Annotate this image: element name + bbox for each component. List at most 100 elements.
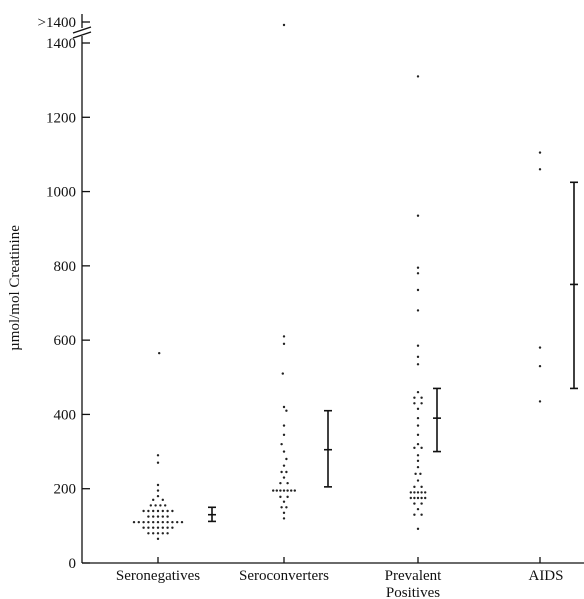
data-point (420, 491, 423, 494)
data-point (149, 504, 152, 507)
data-point (416, 344, 420, 347)
x-category-label: Seronegatives (116, 568, 200, 584)
data-point (171, 520, 174, 524)
data-point (416, 424, 420, 427)
y-ticks: 0 200 400 600 800 1000 1200 1400 (46, 36, 90, 572)
error-bar (433, 387, 441, 453)
data-point (279, 489, 282, 492)
data-point (413, 446, 416, 450)
data-point (147, 509, 150, 513)
data-point (282, 433, 286, 437)
data-point (416, 407, 420, 411)
y-axis-break (72, 26, 92, 39)
data-point (420, 396, 423, 399)
axis-break-mark-1 (72, 31, 92, 39)
y-tick-label: 1400 (46, 36, 76, 52)
data-point (420, 502, 423, 505)
data-point (280, 470, 283, 474)
data-point (419, 472, 422, 476)
data-point (156, 515, 160, 518)
data-point (142, 509, 145, 513)
data-point (424, 491, 427, 494)
data-point (166, 532, 169, 535)
x-category-label: Prevalent (385, 568, 442, 584)
data-point (156, 454, 160, 457)
y-tick-label: 0 (69, 556, 77, 572)
y-tick-label: 400 (54, 407, 77, 423)
data-point (166, 526, 169, 529)
data-point (420, 513, 423, 516)
data-point (286, 489, 289, 492)
data-point (290, 489, 293, 492)
data-point (176, 520, 179, 524)
data-point (282, 23, 286, 27)
data-point (147, 515, 150, 518)
x-axis: Seronegatives Seroconverters PrevalentPosi… (82, 557, 584, 599)
data-point (282, 511, 286, 515)
data-point (416, 214, 420, 217)
data-point (156, 537, 160, 541)
y-tick-label: 1200 (46, 110, 76, 126)
axis-break-mark-2 (72, 26, 92, 34)
data-point (538, 346, 542, 349)
data-point (156, 526, 160, 529)
group-aids (538, 151, 578, 403)
x-category-label: AIDS (528, 568, 563, 584)
data-point (282, 464, 286, 467)
data-point (286, 481, 289, 485)
data-point (420, 496, 423, 500)
data-point (413, 396, 416, 399)
data-point (279, 481, 282, 485)
data-point (413, 502, 416, 505)
data-point (280, 506, 283, 509)
data-point (152, 515, 155, 518)
group-seronegatives (132, 351, 216, 541)
data-point (413, 485, 416, 489)
y-tick-label: 800 (54, 259, 77, 275)
data-point (416, 454, 420, 457)
data-point (147, 526, 150, 529)
error-bar (208, 506, 216, 523)
data-point (152, 509, 155, 513)
data-point (416, 355, 420, 359)
data-point (413, 513, 416, 516)
data-point (416, 496, 420, 500)
data-point (142, 526, 145, 529)
data-point (416, 491, 420, 494)
data-point (420, 446, 423, 450)
data-point (420, 402, 423, 405)
error-bar (570, 181, 578, 390)
data-point (272, 489, 275, 492)
data-point (409, 496, 412, 500)
group-seroconverters (272, 23, 332, 520)
data-point (416, 459, 420, 463)
data-point (293, 489, 296, 492)
data-point (416, 390, 420, 394)
data-point (416, 75, 420, 78)
data-point (416, 433, 420, 437)
data-point (281, 372, 284, 375)
data-point (282, 450, 286, 453)
data-point (414, 472, 417, 476)
data-point (158, 351, 161, 355)
data-point (171, 526, 174, 529)
data-point (282, 405, 286, 409)
data-point (156, 461, 160, 464)
plot-area (132, 23, 578, 541)
data-point (538, 151, 542, 154)
data-point (424, 496, 427, 500)
data-point (282, 335, 286, 338)
data-point (171, 509, 174, 513)
data-point (413, 496, 416, 500)
data-point (282, 424, 286, 427)
data-point (161, 526, 164, 529)
data-point (285, 409, 288, 412)
x-category-label: Seroconverters (239, 568, 329, 584)
data-point (152, 498, 155, 502)
data-point (161, 498, 164, 502)
error-bar (324, 409, 332, 488)
data-point (161, 520, 164, 524)
data-point (282, 342, 286, 346)
y-tick-label: 600 (54, 333, 77, 349)
